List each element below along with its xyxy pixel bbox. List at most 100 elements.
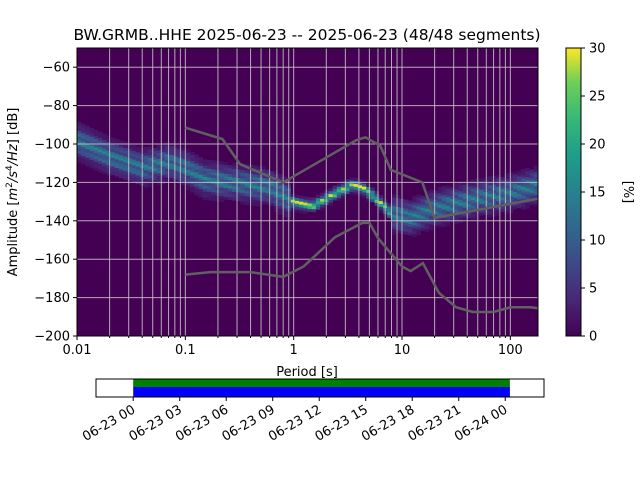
heatmap-cell: [491, 181, 497, 185]
heatmap-cell: [374, 191, 380, 195]
heatmap-cell: [227, 191, 233, 195]
heatmap-cell: [416, 209, 421, 213]
heatmap-cell: [349, 188, 354, 193]
heatmap-cell: [370, 193, 375, 197]
heatmap-cell: [244, 198, 250, 203]
heatmap-cell: [81, 152, 86, 156]
heatmap-cell: [206, 188, 212, 192]
heatmap-cell: [261, 198, 266, 202]
heatmap-cell: [450, 195, 455, 199]
heatmap-cell: [483, 194, 488, 198]
heatmap-cell: [131, 162, 136, 166]
heatmap-cell: [450, 198, 455, 202]
heatmap-cell: [240, 169, 245, 173]
heatmap-cell: [202, 170, 208, 175]
heatmap-cell: [416, 229, 421, 233]
heatmap-cell: [269, 200, 275, 204]
heatmap-cell: [420, 201, 426, 205]
heatmap-cell: [445, 193, 451, 197]
heatmap-cell: [403, 217, 409, 221]
heatmap-cell: [186, 166, 191, 170]
heatmap-cell: [206, 162, 212, 166]
heatmap-cell: [491, 195, 497, 199]
heatmap-cell: [395, 215, 400, 219]
heatmap-cell: [454, 203, 459, 207]
heatmap-cell: [223, 161, 229, 166]
heatmap-cell: [118, 157, 124, 161]
heatmap-cell: [102, 165, 107, 169]
heatmap-cell: [504, 210, 509, 215]
heatmap-cell: [186, 152, 191, 156]
heatmap-cell: [127, 157, 132, 161]
noise-models: [184, 126, 539, 314]
heatmap-cell: [391, 211, 396, 215]
heatmap-cell: [290, 208, 296, 212]
heatmap-cell: [458, 185, 463, 189]
heatmap-cell: [98, 166, 103, 170]
heatmap-cell: [169, 148, 174, 152]
heatmap-cell: [244, 178, 250, 182]
heatmap-cell: [500, 197, 505, 201]
heatmap-cell: [98, 157, 103, 161]
heatmap-cell: [424, 228, 430, 232]
heatmap-cell: [110, 140, 115, 144]
heatmap-cell: [156, 164, 162, 168]
heatmap-cell: [219, 172, 224, 177]
heatmap-cell: [198, 160, 203, 164]
heatmap-cell: [186, 184, 191, 188]
heatmap-cell: [253, 188, 258, 192]
heatmap-cell: [211, 163, 216, 167]
heatmap-cell: [353, 192, 359, 196]
heatmap-cell: [173, 153, 178, 157]
heatmap-cell: [500, 194, 505, 198]
heatmap-cell: [81, 147, 86, 151]
heatmap-cell: [118, 143, 124, 147]
heatmap-cell: [148, 169, 153, 173]
heatmap-cell: [156, 155, 162, 159]
heatmap-cell: [206, 191, 212, 195]
heatmap-cell: [517, 190, 522, 194]
heatmap-cell: [487, 208, 493, 212]
heatmap-cell: [89, 148, 95, 152]
heatmap-cell: [496, 174, 501, 179]
heatmap-cell: [190, 160, 195, 164]
heatmap-cell: [282, 182, 287, 186]
heatmap-cell: [403, 199, 409, 203]
heatmap-cell: [123, 170, 128, 174]
heatmap-cell: [206, 197, 212, 201]
heatmap-cell: [160, 154, 166, 158]
heatmap-cell: [227, 168, 233, 172]
heatmap-cell: [412, 222, 417, 226]
heatmap-cell: [169, 157, 174, 161]
heatmap-cell: [261, 195, 266, 199]
heatmap-cell: [93, 155, 99, 159]
heatmap-cell: [173, 173, 178, 177]
y-tick-label: −120: [34, 176, 70, 191]
heatmap-cell: [219, 181, 224, 185]
heatmap-cell: [374, 196, 380, 200]
heatmap-cell: [412, 230, 417, 234]
heatmap-cell: [332, 188, 338, 192]
heatmap-cell: [290, 196, 296, 200]
heatmap-cell: [290, 205, 296, 209]
heatmap-cell: [156, 161, 162, 165]
heatmap-cell: [236, 174, 241, 179]
heatmap-cell: [269, 182, 275, 187]
heatmap-cell: [173, 158, 178, 163]
heatmap-cell: [85, 157, 90, 161]
heatmap-cell: [181, 150, 187, 154]
heatmap-cell: [504, 199, 509, 203]
heatmap-cell: [429, 227, 434, 231]
heatmap-cell: [240, 172, 245, 176]
heatmap-cell: [186, 163, 191, 168]
heatmap-cell: [441, 212, 447, 216]
heatmap-cell: [483, 208, 488, 212]
y-ticks: −60 −80 −100 −120 −140 −160 −180 −200: [34, 61, 77, 345]
heatmap-cell: [102, 136, 107, 140]
heatmap-cell: [181, 179, 187, 183]
heatmap-cell: [483, 177, 488, 181]
heatmap-cell: [311, 197, 317, 201]
heatmap-cell: [328, 188, 333, 192]
heatmap-cell: [232, 174, 237, 178]
y-tick-label: −60: [43, 61, 70, 76]
